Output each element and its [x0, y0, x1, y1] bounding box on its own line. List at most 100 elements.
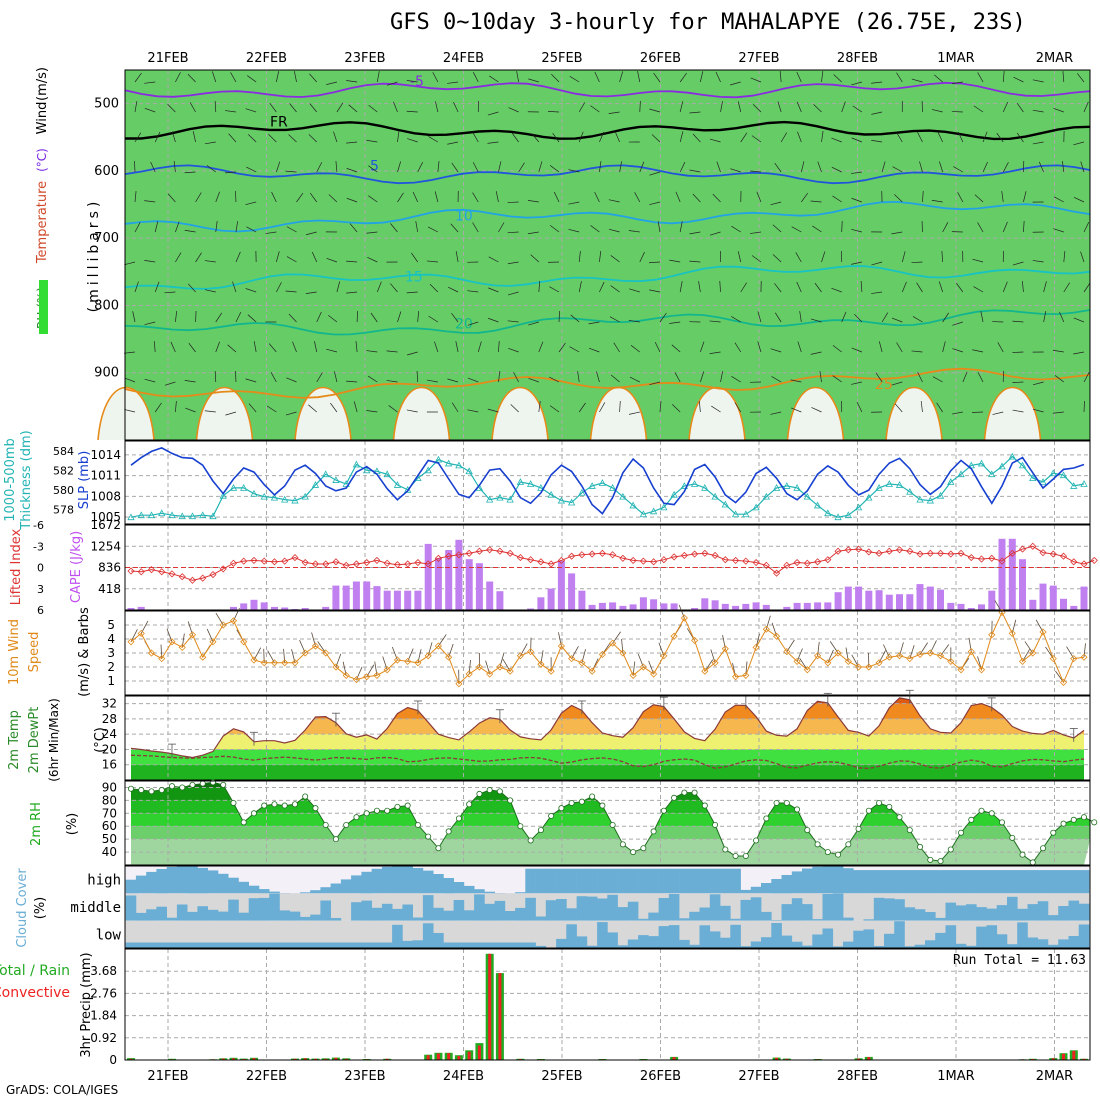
cape-bar: [732, 605, 740, 610]
cloud-bar: [1037, 901, 1049, 921]
wind-barb: [206, 165, 216, 173]
wind-speed-point: [1070, 655, 1078, 663]
wind-barb: [355, 341, 358, 353]
cloud-bar: [545, 900, 557, 921]
cloud-bar: [761, 883, 772, 894]
thickness-point: [496, 493, 504, 501]
cloud-bar: [1007, 944, 1018, 948]
lifted-index-point: [1059, 552, 1068, 560]
cloud-bar: [515, 892, 526, 894]
wind-barb: [451, 313, 459, 323]
cloud-bar: [474, 942, 485, 948]
cape-bar: [998, 538, 1006, 610]
lifted-index-point: [414, 558, 422, 567]
wind-speed-point: [988, 631, 996, 639]
wind-barb: [1002, 221, 1008, 233]
cloud-bar: [340, 879, 352, 894]
rh-bands: [131, 782, 1090, 865]
lifted-index-point: [363, 558, 371, 567]
cloud-bar: [617, 945, 629, 948]
wind-barb: [187, 73, 196, 83]
convective-precip-bar: [785, 1058, 789, 1060]
wind-barb: [911, 78, 923, 83]
rh-band: [131, 800, 1090, 814]
cape-bar: [393, 590, 401, 610]
thickness-point: [998, 462, 1006, 470]
wind-barb: [549, 405, 560, 413]
wind-barb: [467, 377, 479, 383]
thickness-point: [1018, 461, 1027, 469]
wind-barb: [558, 342, 566, 353]
lifted-index-point: [158, 568, 166, 576]
cloud-bar: [935, 870, 946, 894]
cloud-bar: [330, 942, 342, 948]
wind-barb: [973, 286, 984, 293]
lifted-index-point: [721, 556, 729, 564]
cloud-bar: [361, 942, 372, 948]
lifted-index-point: [188, 576, 197, 584]
rh2m-point: [332, 836, 339, 843]
rh2m-point: [1019, 851, 1026, 858]
wind-barb: [1083, 400, 1085, 413]
wind-barb: [651, 134, 661, 143]
convective-precip-bar: [457, 1055, 461, 1060]
top-day-label: 23FEB: [344, 51, 385, 66]
cloud-bar: [668, 894, 680, 921]
convective-precip-bar: [477, 1045, 481, 1060]
lifted-index-tick-label: 6: [37, 604, 44, 617]
wind-barb: [1012, 351, 1024, 353]
top-day-label: 28FEB: [837, 51, 878, 66]
thickness-point: [301, 492, 309, 500]
cloud-bar: [699, 868, 711, 894]
wind-barb: [253, 341, 257, 353]
thickness-point: [1039, 478, 1047, 485]
wind-speed-point: [158, 655, 166, 663]
wind-barb: [246, 226, 257, 233]
slp-label: SLP (mb): [77, 451, 92, 510]
lifted-index-point: [240, 557, 248, 565]
wind-barb: [549, 165, 560, 173]
wind-barb: [154, 221, 159, 233]
cloud-bar: [402, 904, 413, 921]
cape-bar: [762, 604, 770, 610]
lifted-index-point: [977, 555, 986, 563]
wind-barb: [700, 341, 705, 353]
wind-barb: [144, 260, 156, 263]
rh-tick-label: 60: [102, 819, 117, 833]
wind-barb: [901, 281, 907, 293]
wind-barb: [772, 254, 782, 263]
lifted-index-tick-label: 3: [37, 583, 44, 596]
wind-speed-point: [680, 614, 688, 622]
wind-barb: [599, 402, 606, 413]
thickness-point: [578, 488, 586, 496]
thickness-point: [865, 493, 873, 501]
thickness-point: [352, 460, 361, 468]
wind-barb: [164, 381, 176, 386]
wind-barb: [578, 251, 581, 263]
wind-barb: [154, 402, 162, 413]
cloud-bar: [535, 868, 547, 894]
wind-barb: [934, 74, 943, 83]
wind-speed-point: [947, 657, 955, 665]
lifted-index-point: [137, 568, 145, 576]
thickness-point: [147, 511, 156, 519]
cloud-bar: [412, 940, 424, 948]
rh2m-point: [168, 783, 175, 790]
rh-tick-label: 70: [102, 806, 117, 820]
lifted-index-tick-label: -3: [33, 540, 44, 553]
thickness-point: [393, 481, 402, 488]
pressure-tick-label: 800: [94, 298, 119, 313]
wind-speed-point: [281, 659, 289, 667]
wind-barb: [548, 111, 560, 113]
lifted-index-point: [773, 569, 781, 577]
wind-barb: [679, 72, 687, 83]
wind-barb: [472, 162, 479, 173]
lifted-index-point: [322, 560, 330, 568]
cloud-bar: [310, 914, 321, 921]
cloud-bar: [125, 895, 137, 921]
pressure-tick-label: 600: [94, 164, 119, 179]
cloud-bar: [730, 868, 741, 894]
cloud-bar: [822, 893, 834, 921]
cloud-bar: [299, 916, 311, 921]
wind-barb: [247, 75, 257, 83]
